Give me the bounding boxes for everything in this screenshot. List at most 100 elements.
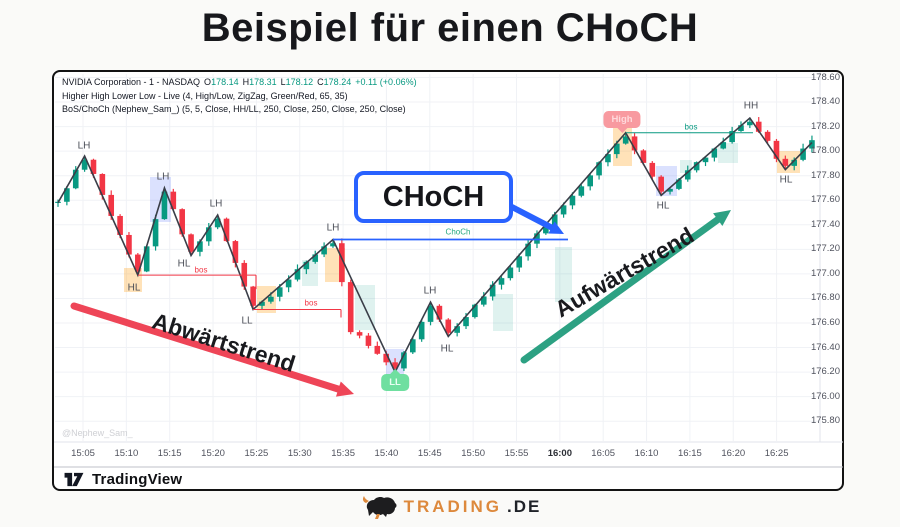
candle <box>347 279 354 335</box>
indicator-label-choch: ChoCh <box>445 227 471 237</box>
candle <box>445 318 452 337</box>
indicator-label-bos: bos <box>194 265 208 275</box>
candle <box>427 302 434 326</box>
candle <box>782 155 789 170</box>
brand-footer: TRADING .DE <box>0 494 900 520</box>
swing-label-hl: HL <box>656 200 670 212</box>
candle <box>480 292 487 307</box>
candle <box>658 175 664 196</box>
candle <box>64 185 70 206</box>
candle <box>684 165 691 182</box>
candle <box>507 265 514 281</box>
swing-label-hl: HL <box>440 343 454 355</box>
candle <box>339 238 345 287</box>
price-axis-tick[interactable]: 177.00 <box>810 267 840 279</box>
candle <box>312 250 319 264</box>
swing-label-lh: LH <box>326 222 340 234</box>
candle <box>294 264 301 282</box>
price-axis-tick[interactable]: 176.40 <box>810 341 840 353</box>
time-axis-tick[interactable]: 15:25 <box>244 448 269 459</box>
indicator-1-legend[interactable]: Higher High Lower Low - Live (4, High/Lo… <box>62 90 348 101</box>
chart-legend: NVIDIA Corporation - 1 - NASDAQ O178.14 H1… <box>62 76 417 117</box>
candle <box>205 223 212 246</box>
indicator-label-bos: bos <box>684 122 698 132</box>
brand-name-orange: TRADING <box>403 497 503 516</box>
swing-badge-ll: LL <box>381 369 409 391</box>
time-axis-tick[interactable]: 15:55 <box>504 448 529 459</box>
symbol-row[interactable]: NVIDIA Corporation - 1 - NASDAQ O178.14 H1… <box>62 76 417 90</box>
candle <box>516 253 523 273</box>
indicator-2-legend[interactable]: BoS/ChoCh (Nephew_Sam_) (5, 5, Close, HH… <box>62 104 406 114</box>
candle <box>135 253 141 276</box>
candle <box>126 232 132 258</box>
price-axis-tick[interactable]: 177.40 <box>810 218 840 230</box>
candle <box>356 330 363 339</box>
candle <box>72 166 79 190</box>
tradingview-logo-icon <box>64 472 84 487</box>
swing-label-lh: LH <box>423 285 437 297</box>
price-axis-tick[interactable]: 178.40 <box>810 96 840 108</box>
time-axis-tick[interactable]: 16:00 <box>547 448 572 459</box>
price-axis-tick[interactable]: 176.60 <box>810 317 840 328</box>
indicator-label-bos: bos <box>304 298 318 308</box>
time-axis-tick[interactable]: 15:45 <box>417 448 442 459</box>
tradingview-attribution[interactable]: TradingView <box>62 471 182 488</box>
time-axis-tick[interactable]: 16:20 <box>721 448 746 459</box>
price-axis-tick[interactable]: 175.80 <box>810 415 840 427</box>
swing-label-ll: LL <box>241 315 253 327</box>
price-axis-tick[interactable]: 176.20 <box>810 366 840 378</box>
candle <box>747 118 753 129</box>
time-axis-tick[interactable]: 15:50 <box>461 448 486 459</box>
uptrend-arrow <box>520 210 731 364</box>
price-axis-tick[interactable]: 177.80 <box>810 169 840 181</box>
swing-label-lh: LH <box>209 198 223 210</box>
high-value: 178.31 <box>249 77 277 87</box>
price-axis-tick[interactable]: 177.20 <box>810 243 840 255</box>
price-axis-tick[interactable]: 178.60 <box>810 71 840 83</box>
time-axis-tick[interactable]: 15:30 <box>287 448 312 459</box>
price-axis-tick[interactable]: 176.00 <box>810 390 840 402</box>
candle <box>418 319 425 342</box>
time-axis-tick[interactable]: 15:10 <box>114 448 139 459</box>
change-value: +0.11 (+0.06%) <box>355 77 417 87</box>
time-axis-tick[interactable]: 16:25 <box>764 448 789 459</box>
watermark: @Nephew_Sam_ <box>62 428 133 438</box>
candle <box>498 276 505 290</box>
candle <box>81 156 88 172</box>
price-axis-tick[interactable]: 176.80 <box>810 292 840 304</box>
symbol-title: NVIDIA Corporation - 1 - NASDAQ <box>62 77 201 87</box>
time-axis-tick[interactable]: 15:05 <box>71 448 95 459</box>
close-label: C <box>317 77 324 87</box>
swing-label-hl: HL <box>127 282 141 294</box>
time-axis-tick[interactable]: 15:15 <box>157 448 182 459</box>
price-axis-tick[interactable]: 178.20 <box>810 120 840 132</box>
time-axis-tick[interactable]: 16:15 <box>678 448 702 459</box>
low-value: 178.12 <box>285 77 314 87</box>
time-axis-tick[interactable]: 15:20 <box>201 448 225 459</box>
time-axis-tick[interactable]: 16:05 <box>591 448 616 459</box>
candle <box>161 187 168 220</box>
candle <box>578 184 585 198</box>
brand-name-dark: .DE <box>507 497 542 516</box>
candle <box>809 135 815 153</box>
open-label: O <box>204 77 212 87</box>
candle <box>188 233 194 256</box>
open-value: 178.14 <box>211 77 239 87</box>
time-axis-tick[interactable]: 15:35 <box>331 448 355 459</box>
candle <box>143 245 150 273</box>
time-axis-tick[interactable]: 16:10 <box>634 448 659 459</box>
swing-label-hl: HL <box>779 174 793 186</box>
time-axis-tick[interactable]: 15:40 <box>374 448 399 459</box>
candle <box>374 341 381 355</box>
candle <box>152 214 159 251</box>
choch-pointer-arrow <box>509 204 564 234</box>
badge-pointer <box>616 128 627 133</box>
choch-callout-text: CHoCH <box>382 180 485 213</box>
candle <box>711 147 718 162</box>
price-axis-tick[interactable]: 178.00 <box>810 145 840 157</box>
candle <box>587 173 593 191</box>
grid <box>55 74 818 441</box>
price-axis-tick[interactable]: 177.60 <box>810 194 840 206</box>
